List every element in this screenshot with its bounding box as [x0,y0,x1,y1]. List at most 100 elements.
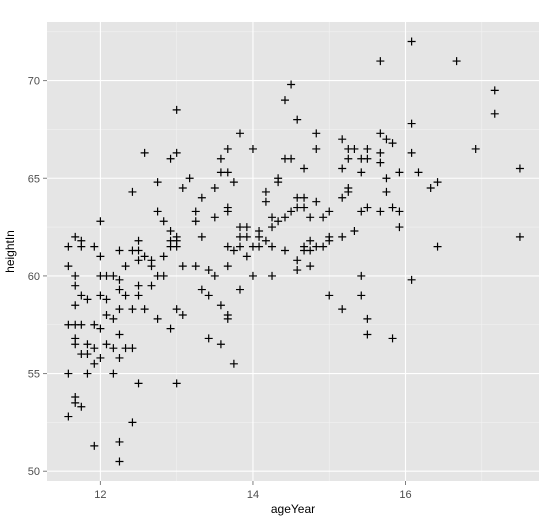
data-point [388,334,397,343]
data-point [338,232,347,241]
y-axis-title: heightIn [3,230,17,273]
data-point [77,242,86,251]
data-point [102,340,111,349]
data-point [338,193,347,202]
data-point [248,271,257,280]
data-point [287,207,296,216]
data-point [350,226,359,235]
data-point [109,271,118,280]
data-point [77,320,86,329]
data-point [109,344,118,353]
data-point [134,246,143,255]
data-point [414,168,423,177]
data-point [128,344,137,353]
data-point [159,217,168,226]
data-point [490,109,499,118]
data-point [153,207,162,216]
data-point [121,291,130,300]
x-tick-label: 16 [399,489,411,501]
data-point [83,350,92,359]
data-point [363,154,372,163]
data-point [178,310,187,319]
data-point [433,242,442,251]
data-point [185,174,194,183]
plot-panel [47,22,539,481]
data-point [159,252,168,261]
data-point [128,305,137,314]
data-point [210,213,219,222]
data-point [140,252,149,261]
data-point [312,197,321,206]
data-point [210,184,219,193]
data-point [261,187,270,196]
data-point [363,330,372,339]
x-axis: 12 14 16 [94,481,412,501]
data-point [338,135,347,144]
data-point [261,197,270,206]
data-point [115,275,124,284]
data-point [115,305,124,314]
data-point [83,340,92,349]
data-point [312,242,321,251]
data-point [128,187,137,196]
data-point [223,168,232,177]
data-point [71,398,80,407]
data-point [407,148,416,157]
data-point [312,144,321,153]
data-point [229,359,238,368]
data-point [216,168,225,177]
data-point [490,86,499,95]
data-point [121,262,130,271]
data-point [102,295,111,304]
data-point [140,305,149,314]
data-point [134,256,143,265]
data-point [471,144,480,153]
data-point [140,148,149,157]
data-point [293,193,302,202]
data-point [280,213,289,222]
data-point [178,184,187,193]
data-point [204,334,213,343]
data-point [357,271,366,280]
data-point [242,223,251,232]
data-point [255,232,264,241]
data-point [382,187,391,196]
data-point [134,379,143,388]
data-point [191,207,200,216]
data-point [293,115,302,124]
data-point [407,275,416,284]
data-point [96,252,105,261]
data-point [325,291,334,300]
data-point [77,402,86,411]
data-point [357,207,366,216]
data-point [325,207,334,216]
data-point [242,252,251,261]
data-point [159,271,168,280]
data-point [300,164,309,173]
y-tick-label: 70 [28,76,40,88]
data-point [210,271,219,280]
data-point [395,223,404,232]
data-point [172,105,181,114]
data-point [433,178,442,187]
data-point [338,164,347,173]
data-point [197,193,206,202]
data-point [172,305,181,314]
data-point [407,37,416,46]
data-point [216,154,225,163]
data-point [166,154,175,163]
data-point [64,369,73,378]
data-point [115,457,124,466]
data-point [128,418,137,427]
data-point [395,207,404,216]
data-point [268,223,277,232]
data-point [90,320,99,329]
data-point [204,266,213,275]
data-point [71,281,80,290]
data-point [197,285,206,294]
data-point [395,168,404,177]
data-point [280,96,289,105]
data-point [382,135,391,144]
data-point [338,305,347,314]
data-point [363,314,372,323]
